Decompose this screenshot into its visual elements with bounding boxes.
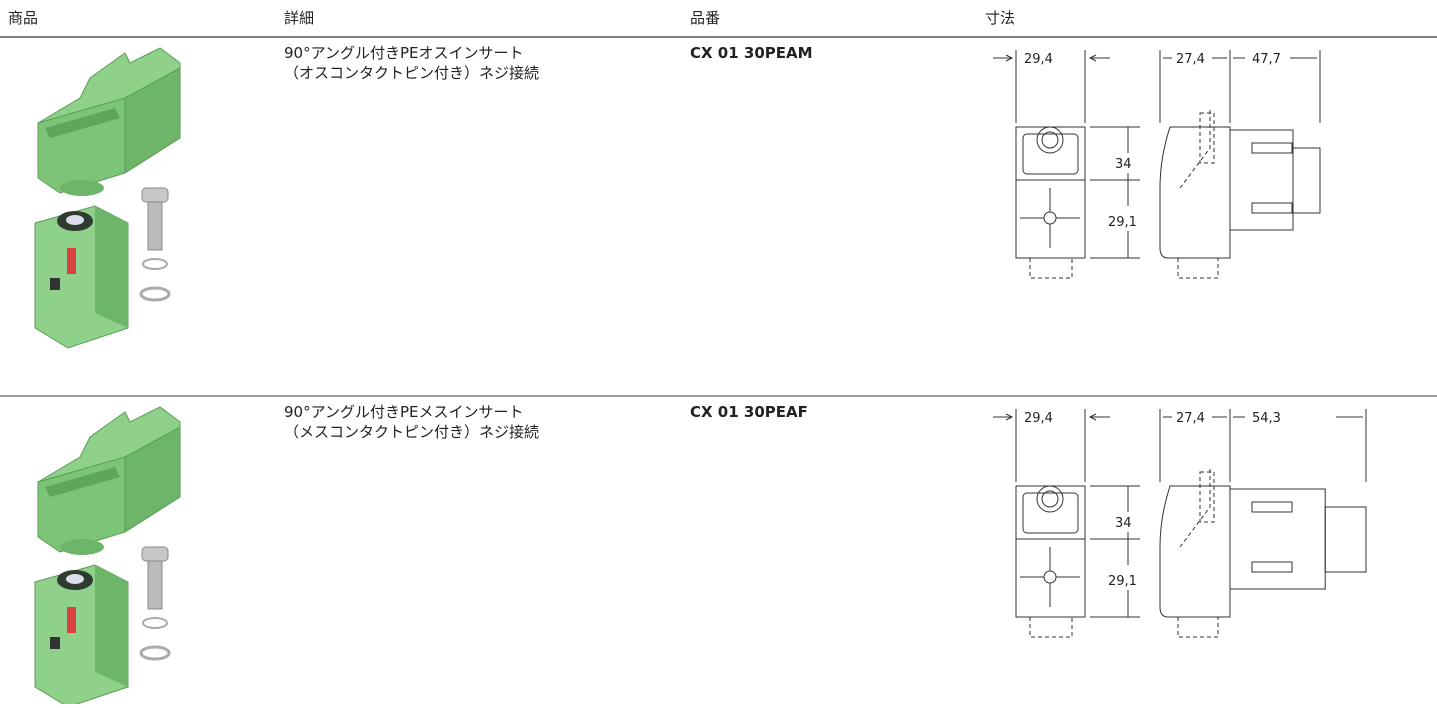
- dimension-label: 34: [1115, 157, 1132, 172]
- dimension-label: 34: [1115, 516, 1132, 531]
- dimension-label: 29,1: [1108, 215, 1137, 230]
- detail-line: （メスコンタクトピン付き）ネジ接続: [284, 423, 539, 441]
- product-image: [34, 406, 181, 708]
- table-row: 90°アングル付きPEメスインサート （メスコンタクトピン付き）ネジ接続 CX 01…: [34, 403, 1367, 708]
- column-header: 品番: [690, 9, 720, 27]
- detail-line: 90°アングル付きPEメスインサート: [284, 403, 524, 421]
- table-row: 90°アングル付きPEオスインサート （オスコンタクトピン付き）ネジ接続 CX 01…: [34, 44, 1321, 349]
- dimension-label: 29,4: [1024, 411, 1053, 426]
- dimension-drawing: [993, 409, 1367, 638]
- dimension-label: 29,1: [1108, 574, 1137, 589]
- dimension-drawing: [993, 50, 1321, 279]
- dimension-label: 27,4: [1176, 411, 1205, 426]
- dimension-label: 47,7: [1252, 52, 1281, 67]
- dimension-label: 29,4: [1024, 52, 1053, 67]
- column-header: 詳細: [284, 9, 314, 27]
- dimension-label: 27,4: [1176, 52, 1205, 67]
- column-header: 寸法: [985, 9, 1015, 27]
- part-number: CX 01 30PEAM: [690, 44, 813, 62]
- detail-line: （オスコンタクトピン付き）ネジ接続: [284, 64, 539, 82]
- detail-line: 90°アングル付きPEオスインサート: [284, 44, 524, 62]
- part-number: CX 01 30PEAF: [690, 403, 808, 421]
- product-image: [34, 47, 181, 349]
- column-header: 商品: [8, 9, 38, 27]
- dimension-label: 54,3: [1252, 411, 1281, 426]
